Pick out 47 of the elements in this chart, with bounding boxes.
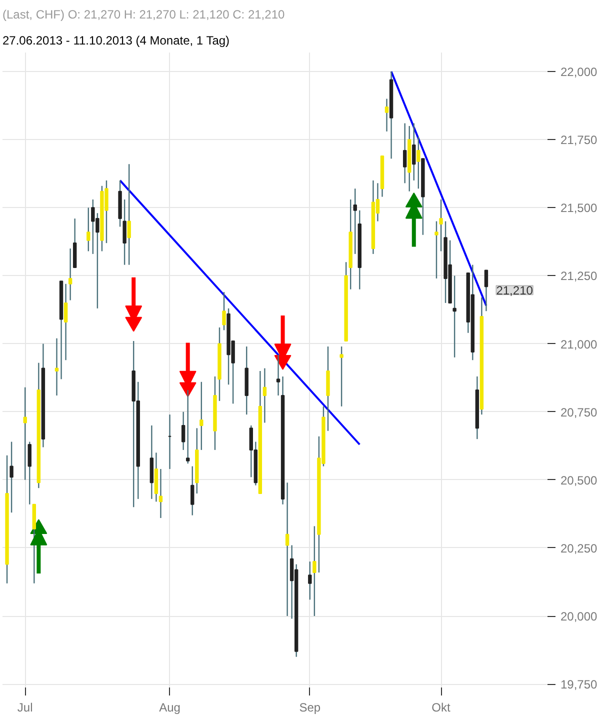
candlestick <box>384 98 389 132</box>
candlestick <box>181 411 186 451</box>
candlestick <box>200 381 204 451</box>
candlestick <box>402 122 407 184</box>
candlestick <box>222 291 226 331</box>
candlestick <box>353 188 357 255</box>
y-tick-label: 21,000 <box>560 337 598 352</box>
y-tick-label: 19,750 <box>560 678 598 692</box>
x-tick-label: Jul <box>17 700 33 714</box>
y-tick-label: 20,000 <box>560 610 598 624</box>
candlestick <box>285 482 290 617</box>
candlestick <box>28 441 32 505</box>
candlestick <box>308 560 312 600</box>
y-tick-label: 21,500 <box>560 201 598 216</box>
y-tick-label: 21,250 <box>560 269 598 284</box>
candlestick <box>484 270 488 312</box>
chart-title: (Last, CHF) O: 21,270 H: 21,270 L: 21,120 C: 21,210 <box>2 8 285 22</box>
candlestick <box>340 346 344 407</box>
x-tick-label: Okt <box>432 700 452 714</box>
y-tick-label: 20,750 <box>560 405 598 420</box>
y-tick-label: 21,750 <box>560 133 598 148</box>
candlestick <box>158 468 163 519</box>
candlestick <box>122 198 126 266</box>
candlestick <box>439 198 443 252</box>
candlestick <box>262 368 267 424</box>
candlestick <box>276 354 280 396</box>
x-tick-label: Aug <box>159 700 180 714</box>
x-tick-label: Sep <box>299 700 321 714</box>
candlestick <box>186 389 190 464</box>
candlestick <box>190 466 194 516</box>
candlestick <box>64 283 68 361</box>
candlestick <box>452 275 456 358</box>
y-tick-label: 20,500 <box>560 473 598 488</box>
candlestick <box>416 136 420 190</box>
candlestick <box>412 122 416 182</box>
candlestick <box>127 164 131 266</box>
y-tick-label: 20,250 <box>560 541 598 556</box>
candlestick <box>68 248 72 301</box>
y-tick-label: 22,000 <box>560 65 598 80</box>
annotation: 21,210 <box>496 284 534 298</box>
candlestick <box>86 207 90 252</box>
chart-subtitle: 27.06.2013 - 11.10.2013 (4 Monate, 1 Tag) <box>2 34 230 48</box>
candlestick <box>312 526 316 617</box>
candlestick <box>23 386 27 480</box>
candlestick <box>10 441 14 514</box>
candlestick <box>54 338 59 396</box>
candlestick <box>434 220 438 280</box>
